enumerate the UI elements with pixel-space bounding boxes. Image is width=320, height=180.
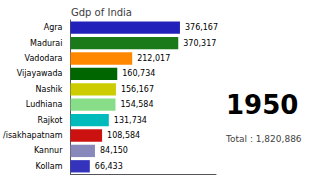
svg-text:66,433: 66,433 <box>95 162 123 171</box>
svg-text:Kollam: Kollam <box>36 162 63 171</box>
svg-text:Vijayawada: Vijayawada <box>17 69 63 78</box>
svg-text:Madurai: Madurai <box>30 39 62 48</box>
svg-text:Gdp of India: Gdp of India <box>71 7 132 18</box>
svg-text:156,167: 156,167 <box>121 85 154 94</box>
svg-text:84,150: 84,150 <box>100 146 128 155</box>
svg-text:212,017: 212,017 <box>137 54 170 63</box>
svg-text:Rajkot: Rajkot <box>38 116 63 125</box>
svg-text:154,584: 154,584 <box>120 100 153 109</box>
svg-text:Total : 1,820,886: Total : 1,820,886 <box>225 134 302 144</box>
svg-text:Agra: Agra <box>44 23 63 32</box>
svg-text:Kannur: Kannur <box>34 146 63 155</box>
svg-text:376,167: 376,167 <box>185 23 218 32</box>
svg-text:Nashik: Nashik <box>35 85 62 94</box>
svg-text:370,317: 370,317 <box>183 39 216 48</box>
svg-text:131,734: 131,734 <box>114 116 147 125</box>
svg-text:108,584: 108,584 <box>107 131 140 140</box>
svg-text:Vadodara: Vadodara <box>25 54 63 63</box>
svg-text:Ludhiana: Ludhiana <box>26 100 63 109</box>
svg-text:1950: 1950 <box>226 90 298 120</box>
svg-text:160,734: 160,734 <box>122 69 155 78</box>
svg-text:/isakhapatnam: /isakhapatnam <box>3 131 63 140</box>
